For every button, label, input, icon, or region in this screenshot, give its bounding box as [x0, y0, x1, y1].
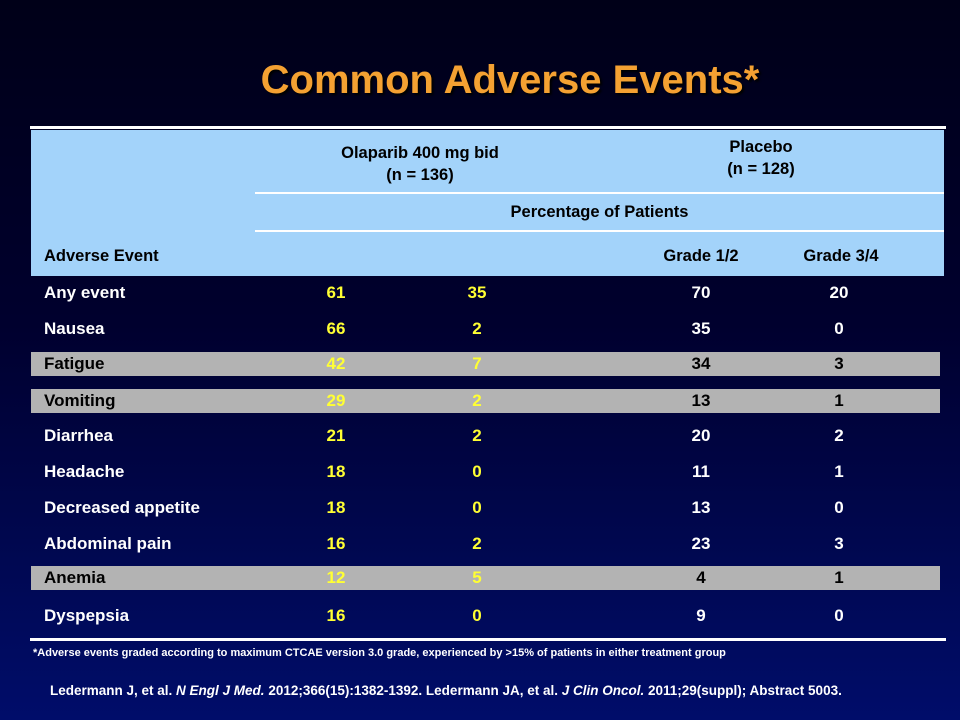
- table-row: Nausea 66 2 35 0: [31, 317, 940, 341]
- olaparib-grade34: 2: [472, 534, 482, 553]
- placebo-header-line2: (n = 128): [727, 160, 795, 178]
- placebo-grade12: 35: [691, 319, 711, 338]
- table-row: Any event 61 35 70 20: [31, 281, 940, 305]
- olaparib-grade12: 12: [326, 568, 346, 587]
- slide-title: Common Adverse Events*: [260, 58, 760, 102]
- table-row: Dyspepsia 16 0 9 0: [31, 604, 940, 628]
- olaparib-grade12: 29: [326, 391, 346, 410]
- olaparib-grade12: 16: [326, 534, 346, 553]
- placebo-grade34: 0: [834, 319, 844, 338]
- footnote: *Adverse events graded according to maxi…: [33, 647, 726, 659]
- reference-part2: 2012;366(15):1382-1392. Ledermann JA, et…: [264, 683, 562, 698]
- olaparib-grade34: 2: [472, 391, 482, 410]
- placebo-grade34: 1: [834, 462, 844, 481]
- reference-part3: 2011;29(suppl); Abstract 5003.: [644, 683, 842, 698]
- event-name: Anemia: [44, 568, 106, 587]
- olaparib-grade34: 2: [472, 426, 482, 445]
- placebo-grade12: 34: [691, 354, 711, 373]
- olaparib-grade34: 7: [472, 354, 482, 373]
- olaparib-grade12: 61: [326, 283, 346, 302]
- placebo-grade34: 0: [834, 498, 844, 517]
- grade34-header: Grade 3/4: [803, 247, 879, 265]
- table-top-rule: [30, 126, 946, 129]
- olaparib-grade12: 66: [326, 319, 346, 338]
- table-row: Decreased appetite 18 0 13 0: [31, 496, 940, 520]
- placebo-header: Placebo (n = 128): [631, 136, 891, 180]
- placebo-grade12: 20: [691, 426, 711, 445]
- table-header: Olaparib 400 mg bid (n = 136) Placebo (n…: [31, 130, 944, 276]
- olaparib-grade12: 16: [326, 606, 346, 625]
- placebo-grade34: 20: [829, 283, 849, 302]
- olaparib-grade34: 35: [467, 283, 487, 302]
- table-row: Headache 18 0 11 1: [31, 460, 940, 484]
- reference-citation: Ledermann J, et al. N Engl J Med. 2012;3…: [50, 682, 930, 700]
- table-row: Vomiting 29 2 13 1: [31, 389, 940, 413]
- reference-part1: Ledermann J, et al.: [50, 683, 177, 698]
- reference-journal1: N Engl J Med.: [176, 683, 265, 698]
- event-name: Any event: [44, 283, 126, 302]
- table-row: Abdominal pain 16 2 23 3: [31, 532, 940, 556]
- placebo-grade34: 0: [834, 606, 844, 625]
- olaparib-grade34: 0: [472, 606, 482, 625]
- grade12-header: Grade 1/2: [663, 247, 739, 265]
- placebo-grade34: 1: [834, 391, 844, 410]
- olaparib-grade12: 42: [326, 354, 346, 373]
- olaparib-grade12: 21: [326, 426, 346, 445]
- adverse-event-header: Adverse Event: [44, 247, 159, 265]
- event-name: Fatigue: [44, 354, 105, 373]
- event-name: Decreased appetite: [44, 498, 200, 517]
- header-divider-lower: [255, 230, 944, 232]
- olaparib-header: Olaparib 400 mg bid (n = 136): [285, 142, 555, 186]
- table-row: Anemia 12 5 4 1: [31, 566, 940, 590]
- event-name: Nausea: [44, 319, 105, 338]
- olaparib-grade12: 18: [326, 498, 346, 517]
- olaparib-grade34: 0: [472, 462, 482, 481]
- placebo-grade12: 4: [696, 568, 706, 587]
- reference-journal2: J Clin Oncol.: [561, 683, 645, 698]
- header-divider-upper: [255, 192, 944, 194]
- olaparib-grade34: 0: [472, 498, 482, 517]
- olaparib-header-line1: Olaparib 400 mg bid: [341, 144, 499, 162]
- olaparib-grade34: 5: [472, 568, 482, 587]
- percentage-header: Percentage of Patients: [510, 203, 689, 221]
- olaparib-header-line2: (n = 136): [386, 166, 454, 184]
- placebo-grade12: 70: [691, 283, 711, 302]
- placebo-grade34: 1: [834, 568, 844, 587]
- placebo-grade12: 23: [691, 534, 711, 553]
- placebo-grade34: 3: [834, 354, 844, 373]
- placebo-grade12: 13: [691, 391, 711, 410]
- table-bottom-rule: [30, 638, 946, 641]
- olaparib-grade12: 18: [326, 462, 346, 481]
- event-name: Headache: [44, 462, 125, 481]
- placebo-grade34: 2: [834, 426, 844, 445]
- event-name: Abdominal pain: [44, 534, 172, 553]
- placebo-grade12: 11: [692, 462, 710, 481]
- event-name: Vomiting: [44, 391, 116, 410]
- table-row: Fatigue 42 7 34 3: [31, 352, 940, 376]
- placebo-grade34: 3: [834, 534, 844, 553]
- placebo-header-line1: Placebo: [729, 138, 793, 156]
- table-row: Diarrhea 21 2 20 2: [31, 424, 940, 448]
- event-name: Dyspepsia: [44, 606, 130, 625]
- event-name: Diarrhea: [44, 426, 113, 445]
- placebo-grade12: 13: [691, 498, 711, 517]
- olaparib-grade34: 2: [472, 319, 482, 338]
- placebo-grade12: 9: [696, 606, 706, 625]
